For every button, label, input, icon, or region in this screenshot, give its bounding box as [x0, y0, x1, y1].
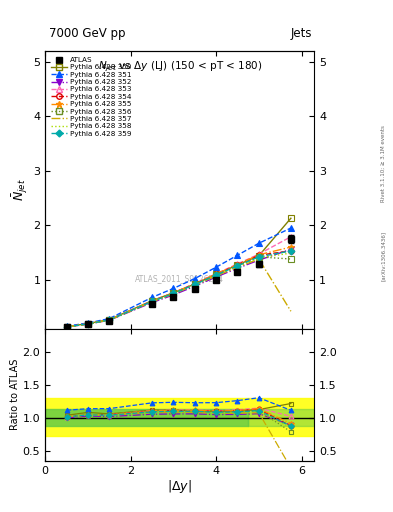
X-axis label: $|\Delta y|$: $|\Delta y|$ — [167, 478, 192, 496]
Y-axis label: $\bar{N}_{jet}$: $\bar{N}_{jet}$ — [11, 179, 30, 201]
Text: Rivet 3.1.10; ≥ 3.1M events: Rivet 3.1.10; ≥ 3.1M events — [381, 125, 386, 202]
Legend: ATLAS, Pythia 6.428 350, Pythia 6.428 351, Pythia 6.428 352, Pythia 6.428 353, P: ATLAS, Pythia 6.428 350, Pythia 6.428 35… — [49, 55, 133, 139]
Text: [arXiv:1306.3436]: [arXiv:1306.3436] — [381, 231, 386, 281]
Text: $N_{jet}$ vs $\Delta y$ (LJ) (150 < pT < 180): $N_{jet}$ vs $\Delta y$ (LJ) (150 < pT <… — [97, 59, 262, 74]
Text: 7000 GeV pp: 7000 GeV pp — [49, 27, 126, 40]
Text: ATLAS_2011_S9126244: ATLAS_2011_S9126244 — [135, 274, 224, 283]
Y-axis label: Ratio to ATLAS: Ratio to ATLAS — [10, 359, 20, 431]
Text: Jets: Jets — [291, 27, 312, 40]
